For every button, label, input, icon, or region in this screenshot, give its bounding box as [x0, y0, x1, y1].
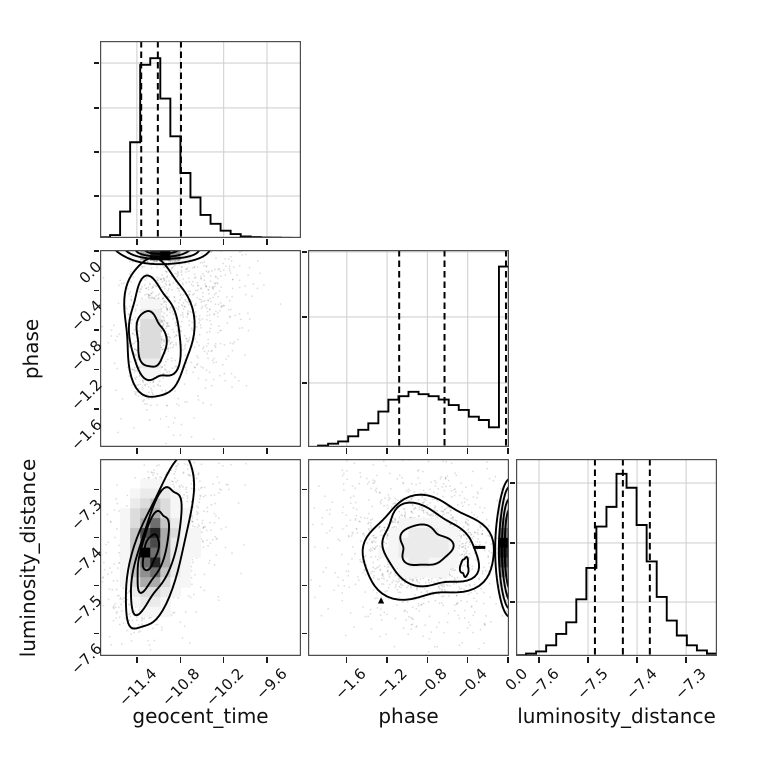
x-tick-label-geocent_time: −9.6	[251, 664, 291, 704]
axis-tick-mark	[301, 584, 307, 587]
axis-tick-mark	[93, 584, 99, 587]
x-tick-label-geocent_time: −10.8	[158, 664, 204, 710]
x-axis-title-phase: phase	[378, 704, 439, 728]
axis-tick-mark	[636, 657, 638, 663]
x-tick-label-phase: −1.2	[371, 664, 411, 704]
axis-tick-mark	[301, 632, 307, 635]
y-axis-title-phase: phase	[19, 318, 43, 379]
axis-tick-mark	[426, 657, 429, 663]
axis-tick-mark	[466, 448, 469, 454]
phase-vs-luminosity-distance-canvas	[308, 459, 509, 656]
axis-tick-mark	[266, 239, 268, 245]
x-tick-label-luminosity_distance: −7.4	[621, 664, 661, 704]
geocent-time-vs-phase-canvas	[100, 250, 301, 447]
axis-tick-mark	[222, 448, 225, 454]
axis-tick-mark	[93, 632, 99, 635]
x-tick-label-phase: −1.6	[331, 664, 371, 704]
axis-tick-mark	[179, 239, 181, 245]
axis-tick-mark	[93, 107, 99, 109]
axis-tick-mark	[301, 536, 307, 538]
axis-tick-mark	[179, 657, 181, 663]
axis-tick-mark	[136, 657, 138, 663]
axis-tick-mark	[266, 657, 268, 663]
axis-tick-mark	[386, 657, 388, 663]
axis-tick-mark	[266, 448, 268, 454]
axis-tick-mark	[301, 251, 307, 253]
axis-tick-mark	[93, 488, 99, 490]
axis-tick-mark	[587, 657, 589, 663]
x-tick-label-geocent_time: −11.4	[114, 664, 161, 710]
axis-tick-mark	[93, 289, 99, 292]
axis-tick-mark	[509, 601, 515, 603]
axis-tick-mark	[466, 657, 469, 663]
axis-tick-mark	[179, 448, 181, 454]
axis-tick-mark	[538, 657, 540, 663]
axis-tick-mark	[93, 536, 99, 538]
axis-tick-mark	[222, 239, 225, 245]
axis-tick-mark	[507, 657, 509, 663]
axis-tick-mark	[301, 382, 307, 384]
axis-tick-mark	[509, 482, 515, 484]
axis-tick-mark	[685, 657, 687, 663]
axis-tick-mark	[93, 151, 99, 153]
geocent-time-vs-luminosity-distance-canvas	[100, 459, 301, 656]
x-tick-label-luminosity_distance: −7.3	[670, 664, 710, 704]
panel-phase-vs-luminosity-distance	[308, 459, 509, 656]
x-tick-label-phase: −0.4	[452, 664, 492, 704]
axis-tick-mark	[346, 448, 348, 454]
axis-tick-mark	[93, 250, 99, 252]
x-axis-title-luminosity-distance: luminosity_distance	[517, 704, 716, 728]
axis-tick-mark	[509, 542, 515, 544]
luminosity-distance-histogram-canvas	[516, 459, 717, 656]
x-tick-label-geocent_time: −10.2	[201, 664, 247, 710]
axis-tick-mark	[507, 448, 509, 454]
panel-geocent-time-vs-luminosity-distance	[100, 459, 301, 656]
x-tick-label-phase: −0.8	[412, 664, 451, 704]
axis-tick-mark	[301, 316, 307, 318]
axis-tick-mark	[222, 657, 225, 663]
geocent-time-histogram-canvas	[100, 41, 301, 238]
axis-tick-mark	[93, 195, 99, 197]
axis-tick-mark	[346, 657, 348, 663]
phase-histogram-canvas	[308, 250, 509, 447]
axis-tick-mark	[136, 448, 138, 454]
axis-tick-mark	[136, 239, 138, 245]
panel-phase-histogram	[308, 250, 509, 447]
axis-tick-mark	[93, 368, 99, 371]
x-tick-label-luminosity_distance: −7.5	[572, 664, 612, 704]
y-tick-label-luminosity_distance: −7.6	[66, 639, 106, 679]
axis-tick-mark	[93, 329, 99, 331]
axis-tick-mark	[426, 448, 429, 454]
axis-tick-mark	[301, 488, 307, 490]
axis-tick-mark	[93, 62, 99, 64]
panel-geocent-time-histogram	[100, 41, 301, 238]
y-axis-title-luminosity-distance: luminosity_distance	[16, 458, 40, 657]
x-axis-title-geocent-time: geocent_time	[132, 704, 269, 728]
axis-tick-mark	[93, 408, 99, 410]
panel-geocent-time-vs-phase	[100, 250, 301, 447]
panel-luminosity-distance-histogram	[516, 459, 717, 656]
x-tick-label-luminosity_distance: −7.6	[523, 664, 563, 704]
axis-tick-mark	[386, 448, 388, 454]
